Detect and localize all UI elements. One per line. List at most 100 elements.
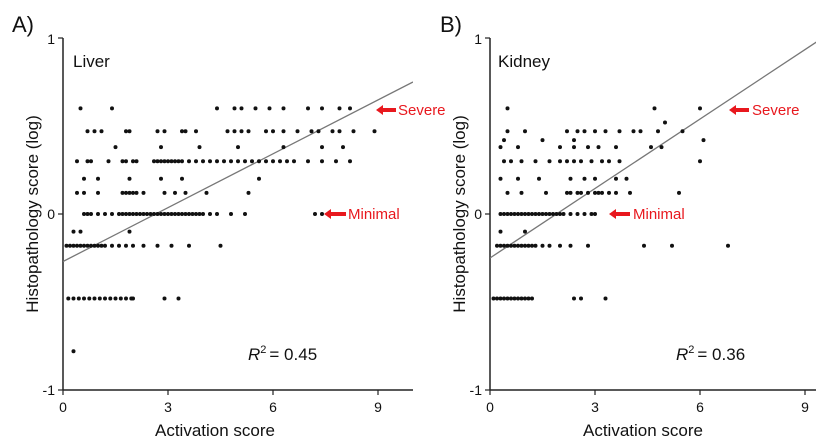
data-point <box>92 296 97 301</box>
y-tick-label: 1 <box>474 31 482 47</box>
data-point <box>71 296 76 301</box>
data-point <box>285 159 289 164</box>
data-point <box>593 190 597 195</box>
data-point <box>180 212 184 216</box>
data-point <box>155 212 160 216</box>
data-point <box>99 129 104 134</box>
data-point <box>229 212 233 216</box>
data-point <box>502 138 506 143</box>
arrow-left-icon <box>324 209 346 219</box>
data-point <box>169 159 174 164</box>
data-point <box>547 243 552 248</box>
data-point <box>194 212 198 216</box>
data-point <box>92 243 97 248</box>
data-point <box>264 159 268 164</box>
data-point <box>87 296 92 301</box>
data-point <box>579 159 583 164</box>
data-point <box>281 129 286 134</box>
y-tick-label: 0 <box>47 206 55 222</box>
data-point <box>246 129 251 134</box>
data-point <box>568 243 573 248</box>
minimal-annotation: Minimal <box>609 206 685 223</box>
data-point <box>614 176 618 181</box>
data-point <box>89 159 93 164</box>
data-point <box>586 145 590 150</box>
data-point <box>201 212 205 216</box>
data-point <box>505 296 510 301</box>
data-point <box>670 243 674 248</box>
data-point <box>351 129 356 134</box>
data-point <box>533 243 538 248</box>
data-point <box>141 243 146 248</box>
data-point <box>568 190 573 195</box>
data-point <box>607 190 611 195</box>
data-point <box>243 212 247 216</box>
data-point <box>600 190 604 195</box>
data-point <box>68 243 72 248</box>
data-point <box>295 129 300 134</box>
data-point <box>183 190 188 195</box>
data-point <box>131 190 135 195</box>
data-point <box>530 212 534 216</box>
data-point <box>145 212 149 216</box>
data-point <box>617 129 622 134</box>
data-point <box>568 212 573 216</box>
data-point <box>624 176 629 181</box>
data-point <box>589 212 594 216</box>
data-point <box>271 159 275 164</box>
x-tick-label: 9 <box>374 399 382 415</box>
data-point <box>169 243 174 248</box>
data-point <box>547 159 552 164</box>
data-point <box>582 212 587 216</box>
data-point <box>106 159 111 164</box>
data-point <box>124 243 128 248</box>
data-point <box>187 243 191 248</box>
data-point <box>110 106 114 111</box>
data-point <box>97 296 102 301</box>
data-point <box>208 159 212 164</box>
data-point <box>127 229 132 234</box>
data-point <box>530 296 534 301</box>
data-point <box>169 212 174 216</box>
data-point <box>89 243 93 248</box>
data-point <box>66 296 71 301</box>
annotation-label: Severe <box>398 102 446 119</box>
data-point <box>250 159 254 164</box>
data-point <box>253 106 258 111</box>
data-point <box>120 212 125 216</box>
data-point <box>204 190 209 195</box>
data-point <box>313 212 317 216</box>
data-point <box>264 129 268 134</box>
data-point <box>75 190 79 195</box>
data-point <box>96 176 100 181</box>
panel-label: A) <box>12 12 34 37</box>
data-point <box>131 212 135 216</box>
data-point <box>127 176 132 181</box>
r-squared-label: R2 = 0.36 <box>676 344 745 364</box>
data-point <box>498 176 503 181</box>
data-point <box>118 296 123 301</box>
data-point <box>586 243 590 248</box>
data-point <box>516 243 520 248</box>
data-point <box>162 212 167 216</box>
annotation-label: Minimal <box>633 206 685 223</box>
data-point <box>292 159 296 164</box>
data-point <box>281 145 286 150</box>
x-tick-label: 6 <box>696 399 704 415</box>
data-point <box>246 190 251 195</box>
data-point <box>239 129 244 134</box>
data-point <box>523 229 527 234</box>
severe-annotation: Severe <box>376 102 446 119</box>
data-point <box>502 159 506 164</box>
x-ticks: 0 3 6 9 <box>486 390 809 415</box>
data-point <box>519 243 524 248</box>
data-point <box>117 212 121 216</box>
data-point <box>537 176 541 181</box>
data-point <box>76 296 81 301</box>
data-point <box>561 212 566 216</box>
data-point <box>113 296 118 301</box>
data-point <box>155 129 160 134</box>
data-point <box>159 159 163 164</box>
data-point <box>540 212 545 216</box>
data-point <box>519 190 524 195</box>
